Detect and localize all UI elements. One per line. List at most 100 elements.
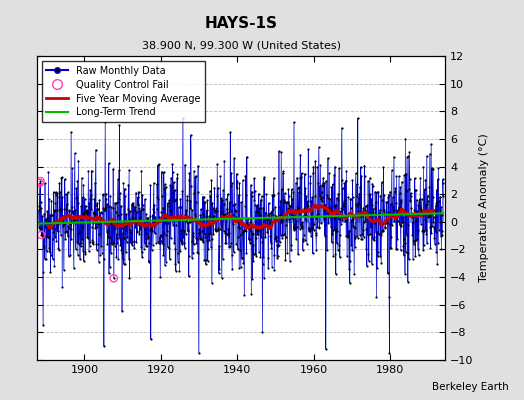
Point	[46, 268, 54, 275]
Point	[48, 224, 57, 231]
Point	[258, 261, 267, 268]
Point	[249, 250, 258, 257]
Point	[279, 197, 288, 204]
Point	[338, 216, 346, 223]
Point	[35, 224, 43, 230]
Point	[73, 252, 82, 258]
Point	[56, 206, 64, 212]
Point	[35, 180, 43, 186]
Point	[139, 206, 147, 212]
Point	[114, 256, 123, 262]
Point	[135, 205, 144, 211]
Point	[150, 209, 158, 216]
Point	[94, 241, 103, 247]
Point	[366, 191, 375, 197]
Point	[389, 204, 397, 210]
Point	[76, 256, 84, 262]
Point	[433, 261, 441, 267]
Point	[332, 201, 340, 208]
Point	[136, 220, 145, 226]
Point	[239, 228, 248, 234]
Point	[170, 240, 178, 246]
Point	[214, 270, 223, 276]
Point	[199, 211, 208, 217]
Point	[266, 239, 275, 246]
Point	[154, 239, 162, 245]
Point	[313, 211, 321, 218]
Point	[293, 174, 301, 181]
Point	[387, 201, 395, 208]
Point	[342, 177, 350, 184]
Point	[419, 164, 428, 170]
Point	[356, 164, 365, 170]
Point	[40, 210, 48, 217]
Point	[177, 227, 185, 233]
Point	[143, 215, 151, 221]
Point	[318, 198, 326, 204]
Point	[180, 228, 189, 234]
Point	[97, 242, 105, 249]
Point	[101, 206, 109, 213]
Point	[226, 183, 235, 190]
Point	[141, 226, 149, 232]
Point	[66, 252, 74, 258]
Point	[108, 220, 117, 227]
Point	[125, 167, 133, 174]
Point	[384, 270, 392, 277]
Point	[431, 240, 439, 247]
Point	[270, 252, 279, 258]
Point	[287, 242, 296, 248]
Point	[326, 224, 335, 230]
Point	[152, 240, 160, 246]
Point	[134, 201, 142, 208]
Point	[362, 226, 370, 232]
Point	[179, 227, 187, 234]
Point	[146, 212, 154, 219]
Point	[309, 163, 318, 170]
Point	[349, 222, 357, 229]
Point	[37, 205, 46, 211]
Point	[70, 216, 78, 222]
Point	[401, 248, 410, 255]
Point	[288, 213, 297, 219]
Point	[394, 207, 402, 214]
Point	[60, 206, 69, 212]
Point	[48, 212, 56, 219]
Point	[292, 218, 301, 224]
Point	[218, 197, 226, 203]
Point	[301, 185, 310, 192]
Point	[159, 204, 167, 211]
Point	[244, 222, 252, 228]
Point	[424, 212, 433, 219]
Point	[118, 230, 127, 236]
Point	[264, 255, 272, 261]
Point	[152, 218, 160, 225]
Point	[344, 194, 352, 200]
Point	[141, 196, 149, 202]
Point	[107, 241, 116, 247]
Point	[194, 162, 202, 169]
Point	[128, 241, 137, 248]
Point	[160, 262, 169, 268]
Point	[417, 221, 425, 228]
Point	[354, 208, 363, 214]
Point	[231, 200, 239, 207]
Point	[171, 268, 180, 274]
Point	[328, 209, 336, 215]
Point	[257, 226, 265, 232]
Point	[368, 180, 376, 187]
Point	[276, 212, 284, 218]
Point	[364, 178, 372, 184]
Point	[299, 238, 308, 244]
Point	[64, 225, 73, 231]
Point	[294, 251, 302, 258]
Point	[394, 218, 402, 224]
Point	[369, 209, 377, 215]
Point	[334, 190, 342, 197]
Point	[433, 176, 442, 182]
Point	[79, 210, 88, 216]
Point	[257, 234, 266, 241]
Point	[359, 234, 368, 240]
Point	[128, 214, 136, 220]
Point	[109, 166, 117, 172]
